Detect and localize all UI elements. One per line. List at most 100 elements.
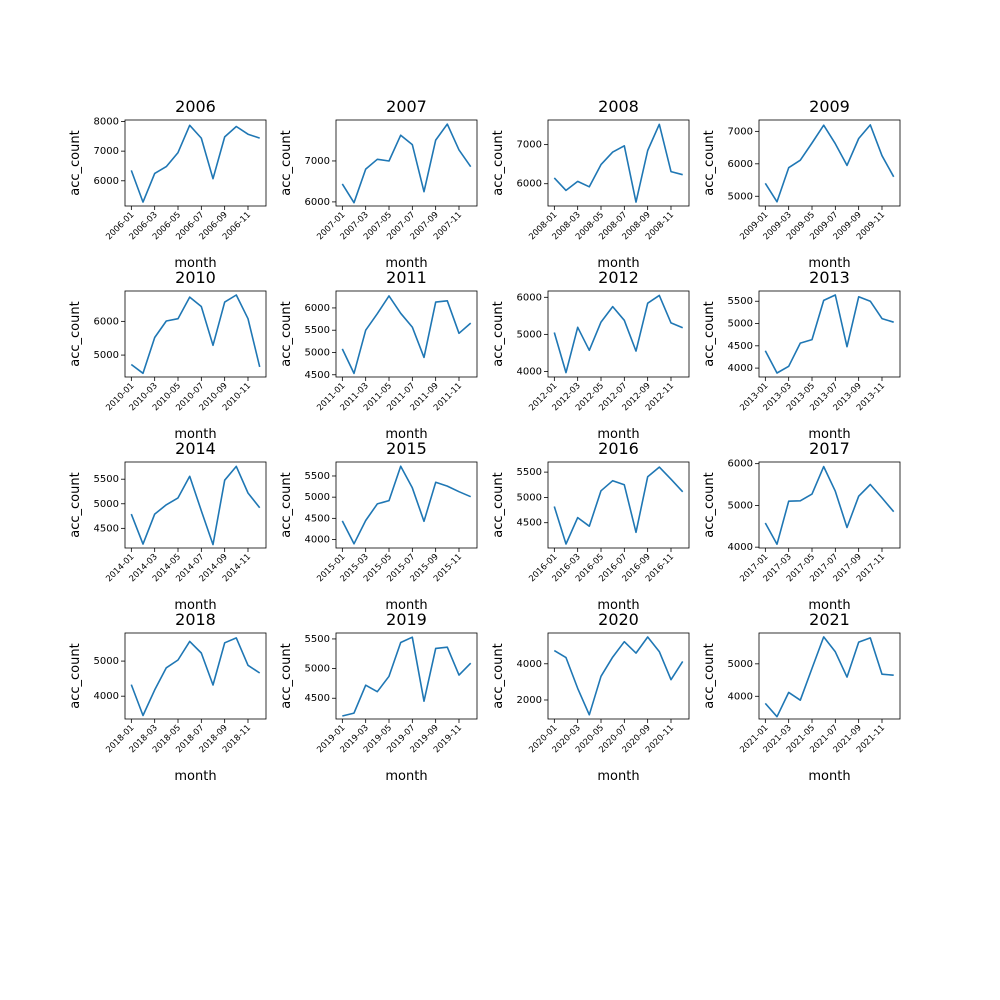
y-tick-label: 6000 <box>305 197 330 208</box>
y-tick-label: 5000 <box>305 347 330 358</box>
data-point <box>764 522 766 524</box>
data-point <box>787 500 789 502</box>
y-tick-label: 7000 <box>517 140 542 151</box>
y-tick-label: 5000 <box>517 492 542 503</box>
data-point <box>799 159 801 161</box>
data-point <box>600 675 602 677</box>
data-point <box>892 321 894 323</box>
data-point <box>799 699 801 701</box>
x-axis-label: month <box>174 769 216 784</box>
y-tick-label: 6000 <box>94 316 119 327</box>
y-tick-label: 4000 <box>305 535 330 546</box>
data-point <box>892 674 894 676</box>
data-point <box>153 336 155 338</box>
subplot-title: 2016 <box>598 439 639 458</box>
data-point <box>576 516 578 518</box>
data-point <box>846 345 848 347</box>
data-point <box>811 493 813 495</box>
data-point <box>611 305 613 307</box>
data-point <box>200 509 202 511</box>
data-point <box>600 490 602 492</box>
data-point <box>364 684 366 686</box>
data-point <box>247 664 249 666</box>
data-point <box>658 466 660 468</box>
data-point <box>376 313 378 315</box>
data-point <box>434 301 436 303</box>
data-point <box>458 674 460 676</box>
data-point <box>764 702 766 704</box>
data-point <box>142 201 144 203</box>
data-point <box>623 145 625 147</box>
data-point <box>142 714 144 716</box>
plot-frame <box>758 290 901 378</box>
data-point <box>434 647 436 649</box>
subplot-title: 2006 <box>175 97 216 116</box>
data-point <box>341 520 343 522</box>
data-point <box>376 503 378 505</box>
data-point <box>353 543 355 545</box>
y-axis-label: acc_count <box>68 643 83 708</box>
plot-frame <box>335 290 478 378</box>
data-point <box>153 172 155 174</box>
data-point <box>623 640 625 642</box>
data-point <box>258 672 260 674</box>
data-point <box>600 163 602 165</box>
data-point <box>822 465 824 467</box>
data-point <box>658 650 660 652</box>
data-point <box>787 167 789 169</box>
series-line <box>341 295 472 375</box>
y-tick-label: 5500 <box>305 325 330 336</box>
data-point <box>458 490 460 492</box>
data-point <box>153 513 155 515</box>
data-point <box>764 182 766 184</box>
data-point <box>364 168 366 170</box>
subplot-title: 2018 <box>175 610 216 629</box>
data-point <box>658 123 660 125</box>
data-point <box>635 350 637 352</box>
y-tick-label: 2000 <box>517 695 542 706</box>
subplot-title: 2017 <box>809 439 850 458</box>
data-point <box>341 348 343 350</box>
x-axis-label: month <box>808 769 850 784</box>
series-line <box>553 466 684 545</box>
y-axis-label: acc_count <box>491 472 506 537</box>
x-axis-label: month <box>808 598 850 613</box>
plot-frame <box>758 461 901 549</box>
data-point <box>576 687 578 689</box>
data-point <box>892 176 894 178</box>
y-tick-label: 5000 <box>94 350 119 361</box>
data-point <box>446 485 448 487</box>
data-point <box>235 294 237 296</box>
series-line <box>553 636 684 716</box>
y-tick-label: 6000 <box>94 176 119 187</box>
data-point <box>376 691 378 693</box>
plot-frame <box>547 632 690 720</box>
plot-frame <box>547 290 690 378</box>
x-axis-label: month <box>808 427 850 442</box>
data-point <box>142 543 144 545</box>
y-tick-label: 7000 <box>94 146 119 157</box>
data-point <box>423 700 425 702</box>
data-point <box>681 660 683 662</box>
data-point <box>153 689 155 691</box>
y-axis-label: acc_count <box>68 301 83 366</box>
y-axis-label: acc_count <box>702 130 717 195</box>
subplot-title: 2008 <box>598 97 639 116</box>
x-axis-label: month <box>597 256 639 271</box>
y-tick-label: 5000 <box>305 492 330 503</box>
x-axis-label: month <box>174 598 216 613</box>
series-line <box>553 294 684 374</box>
data-point <box>388 675 390 677</box>
data-point <box>670 322 672 324</box>
y-tick-label: 4500 <box>305 370 330 381</box>
data-point <box>799 342 801 344</box>
x-axis-label: month <box>174 427 216 442</box>
data-point <box>130 683 132 685</box>
data-point <box>247 133 249 135</box>
data-point <box>869 483 871 485</box>
data-point <box>576 180 578 182</box>
y-tick-label: 6000 <box>517 179 542 190</box>
data-point <box>446 123 448 125</box>
data-point <box>200 137 202 139</box>
